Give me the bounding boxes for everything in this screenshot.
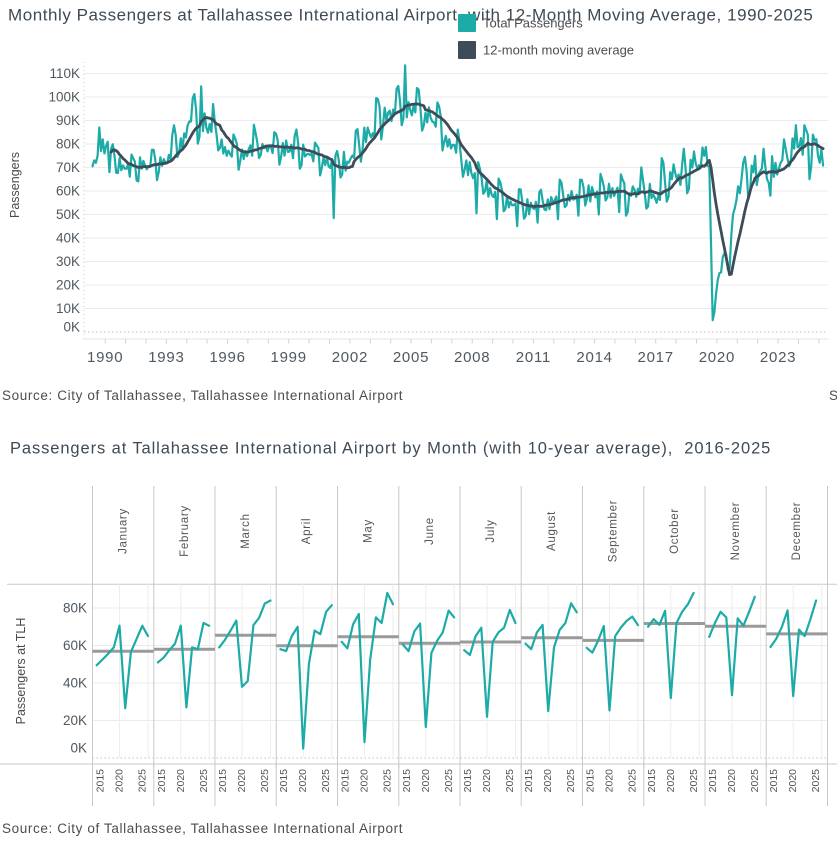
svg-text:2025: 2025 <box>749 769 761 793</box>
svg-text:1990: 1990 <box>87 349 123 366</box>
svg-text:2015: 2015 <box>217 769 229 793</box>
svg-text:2020: 2020 <box>420 769 432 793</box>
svg-text:2025: 2025 <box>810 769 822 793</box>
svg-text:2020: 2020 <box>699 349 735 366</box>
svg-text:2005: 2005 <box>393 349 429 366</box>
svg-text:Passengers: Passengers <box>8 152 22 218</box>
svg-text:2015: 2015 <box>585 769 597 793</box>
svg-text:Source: City of Tallahassee, T: Source: City of Tallahassee, Tallahassee… <box>2 388 403 403</box>
svg-text:12-month moving average: 12-month moving average <box>483 43 634 58</box>
svg-text:0K: 0K <box>63 320 80 335</box>
svg-text:2015: 2015 <box>707 769 719 793</box>
svg-text:2020: 2020 <box>542 769 554 793</box>
svg-text:2017: 2017 <box>638 349 674 366</box>
svg-text:2015: 2015 <box>401 769 413 793</box>
svg-text:10K: 10K <box>56 301 80 316</box>
svg-text:2025: 2025 <box>443 769 455 793</box>
svg-text:80K: 80K <box>63 601 87 616</box>
svg-text:January: January <box>118 508 130 554</box>
svg-text:2020: 2020 <box>359 769 371 793</box>
svg-text:0K: 0K <box>70 741 87 756</box>
svg-text:Passengers at Tallahassee Inte: Passengers at Tallahassee International … <box>10 440 771 458</box>
svg-text:2008: 2008 <box>454 349 490 366</box>
svg-text:Passengers at TLH: Passengers at TLH <box>14 618 28 725</box>
svg-text:2020: 2020 <box>665 769 677 793</box>
svg-text:2025: 2025 <box>504 769 516 793</box>
svg-text:Monthly Passengers at Tallahas: Monthly Passengers at Tallahassee Intern… <box>8 6 813 25</box>
svg-text:August: August <box>546 511 558 551</box>
svg-text:1993: 1993 <box>148 349 184 366</box>
svg-text:2020: 2020 <box>604 769 616 793</box>
svg-text:2015: 2015 <box>340 769 352 793</box>
svg-text:September: September <box>608 500 620 563</box>
svg-text:2025: 2025 <box>688 769 700 793</box>
svg-text:1999: 1999 <box>271 349 307 366</box>
svg-text:1996: 1996 <box>209 349 245 366</box>
svg-text:2015: 2015 <box>646 769 658 793</box>
svg-text:S: S <box>829 388 837 403</box>
svg-text:April: April <box>301 518 313 545</box>
svg-text:2025: 2025 <box>382 769 394 793</box>
svg-text:2025: 2025 <box>259 769 271 793</box>
svg-text:50K: 50K <box>56 207 80 222</box>
svg-text:2015: 2015 <box>462 769 474 793</box>
svg-text:July: July <box>485 519 497 542</box>
svg-text:20K: 20K <box>63 713 87 728</box>
svg-text:2014: 2014 <box>576 349 612 366</box>
svg-text:2020: 2020 <box>726 769 738 793</box>
svg-text:90K: 90K <box>56 113 80 128</box>
svg-text:2020: 2020 <box>114 769 126 793</box>
svg-text:20K: 20K <box>56 278 80 293</box>
svg-text:2020: 2020 <box>787 769 799 793</box>
svg-text:2015: 2015 <box>768 769 780 793</box>
svg-text:60K: 60K <box>56 184 80 199</box>
svg-text:40K: 40K <box>63 676 87 691</box>
svg-text:June: June <box>424 517 436 545</box>
svg-text:2025: 2025 <box>198 769 210 793</box>
svg-text:2020: 2020 <box>297 769 309 793</box>
svg-text:2015: 2015 <box>156 769 168 793</box>
svg-text:2015: 2015 <box>95 769 107 793</box>
svg-text:December: December <box>791 502 803 561</box>
svg-text:2015: 2015 <box>523 769 535 793</box>
svg-text:Source: City of Tallahassee, T: Source: City of Tallahassee, Tallahassee… <box>2 821 403 836</box>
svg-text:March: March <box>240 513 252 548</box>
svg-text:2023: 2023 <box>760 349 796 366</box>
svg-text:May: May <box>363 519 375 543</box>
svg-text:2011: 2011 <box>516 349 551 366</box>
svg-text:2020: 2020 <box>481 769 493 793</box>
svg-text:110K: 110K <box>49 66 80 81</box>
svg-text:November: November <box>730 502 742 561</box>
svg-text:2020: 2020 <box>175 769 187 793</box>
svg-text:Total Passengers: Total Passengers <box>483 16 583 31</box>
svg-text:2025: 2025 <box>627 769 639 793</box>
svg-text:2015: 2015 <box>278 769 290 793</box>
svg-text:80K: 80K <box>56 137 80 152</box>
svg-text:60K: 60K <box>63 638 87 653</box>
svg-text:40K: 40K <box>56 231 80 246</box>
svg-text:October: October <box>669 508 681 554</box>
svg-text:2025: 2025 <box>320 769 332 793</box>
svg-text:70K: 70K <box>56 160 80 175</box>
svg-text:30K: 30K <box>56 254 80 269</box>
svg-text:2025: 2025 <box>137 769 149 793</box>
svg-text:February: February <box>179 505 191 557</box>
svg-text:2025: 2025 <box>565 769 577 793</box>
svg-text:2002: 2002 <box>332 349 368 366</box>
svg-text:2020: 2020 <box>236 769 248 793</box>
svg-text:100K: 100K <box>48 90 80 105</box>
